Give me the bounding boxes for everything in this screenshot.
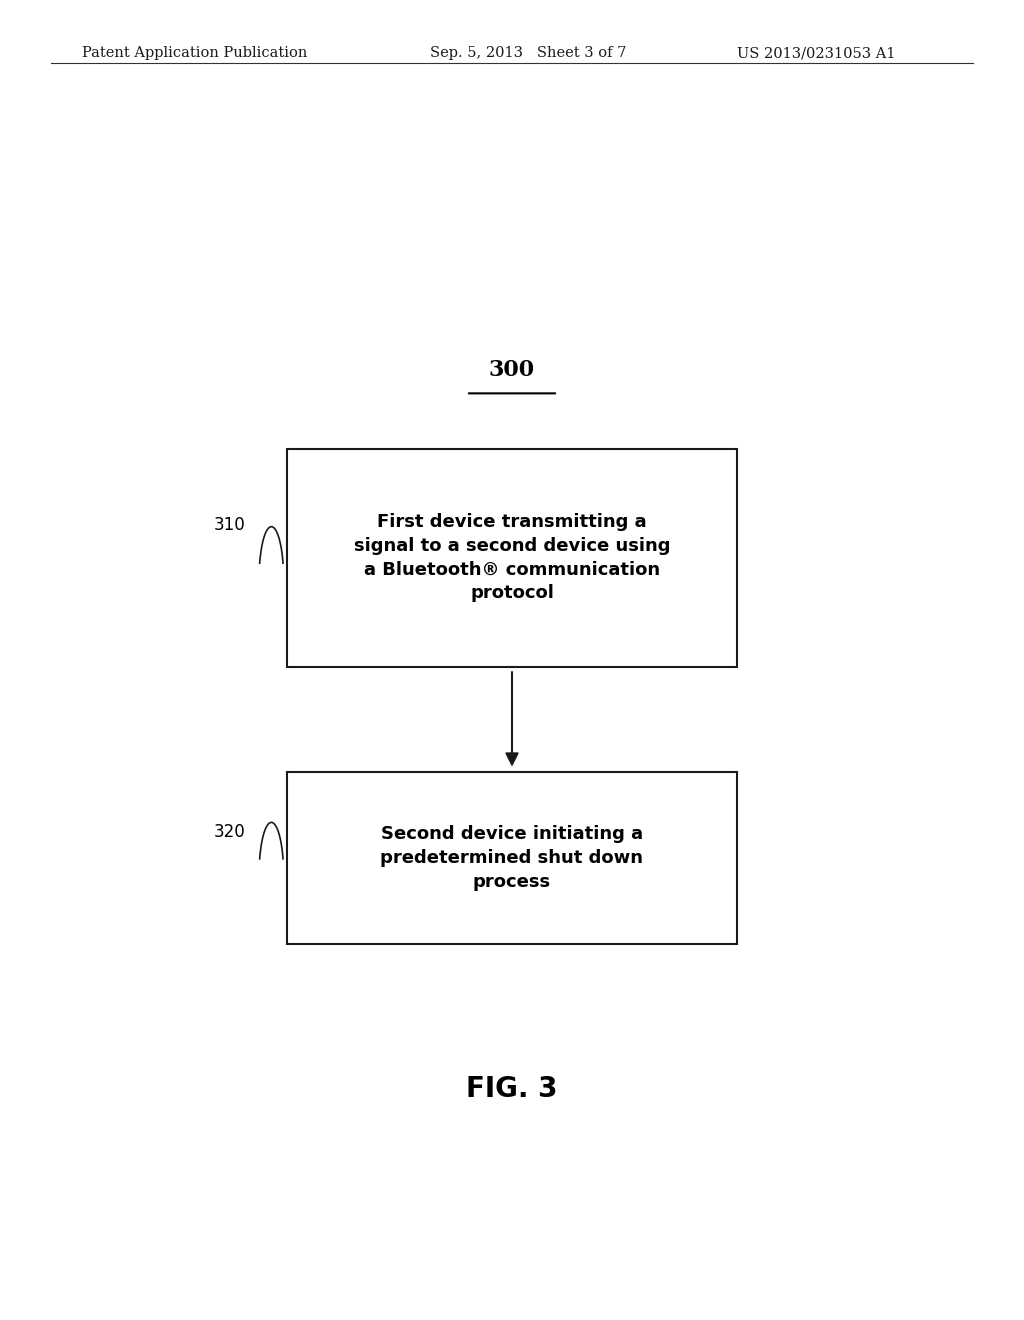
Text: 300: 300 <box>488 359 536 380</box>
Text: FIG. 3: FIG. 3 <box>466 1074 558 1104</box>
Text: US 2013/0231053 A1: US 2013/0231053 A1 <box>737 46 896 61</box>
FancyBboxPatch shape <box>287 449 737 667</box>
Text: Sep. 5, 2013   Sheet 3 of 7: Sep. 5, 2013 Sheet 3 of 7 <box>430 46 627 61</box>
Text: First device transmitting a
signal to a second device using
a Bluetooth® communi: First device transmitting a signal to a … <box>353 513 671 602</box>
Text: Second device initiating a
predetermined shut down
process: Second device initiating a predetermined… <box>381 825 643 891</box>
Text: 310: 310 <box>214 516 246 535</box>
Text: 320: 320 <box>214 824 246 841</box>
FancyBboxPatch shape <box>287 772 737 944</box>
Text: Patent Application Publication: Patent Application Publication <box>82 46 307 61</box>
